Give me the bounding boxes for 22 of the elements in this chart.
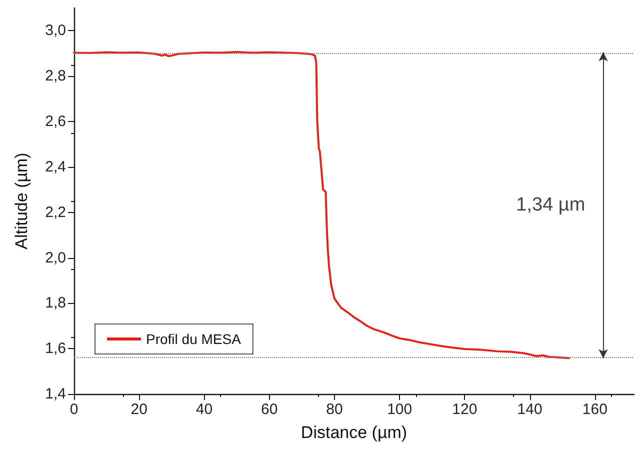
x-tick-label: 140 <box>517 401 542 418</box>
x-tick-label: 0 <box>70 401 78 418</box>
x-tick-label: 160 <box>582 401 608 418</box>
y-tick-label: 2,6 <box>45 113 66 130</box>
x-tick-label: 40 <box>196 401 213 418</box>
x-tick-label: 20 <box>130 401 148 418</box>
y-tick-label: 3,0 <box>45 22 66 40</box>
x-axis-title: Distance (µm) <box>300 423 408 442</box>
x-tick-label: 60 <box>261 401 278 418</box>
x-tick-label: 120 <box>452 401 478 418</box>
x-tick-label: 80 <box>326 401 343 418</box>
y-tick-label: 2,8 <box>45 68 66 85</box>
y-tick-label: 2,2 <box>45 204 66 221</box>
y-tick-label: 1,4 <box>45 386 66 402</box>
x-tick-label: 100 <box>387 401 412 418</box>
y-tick-label: 1,8 <box>45 294 66 312</box>
annotation: 1,34 µm <box>516 194 586 216</box>
y-tick-label: 1,6 <box>45 340 66 358</box>
y-axis-title: Altitude (µm) <box>12 152 31 250</box>
legend-label: Profil du MESA <box>146 331 242 347</box>
y-tick-label: 2,4 <box>45 158 66 176</box>
y-tick-label: 2,0 <box>45 249 66 266</box>
